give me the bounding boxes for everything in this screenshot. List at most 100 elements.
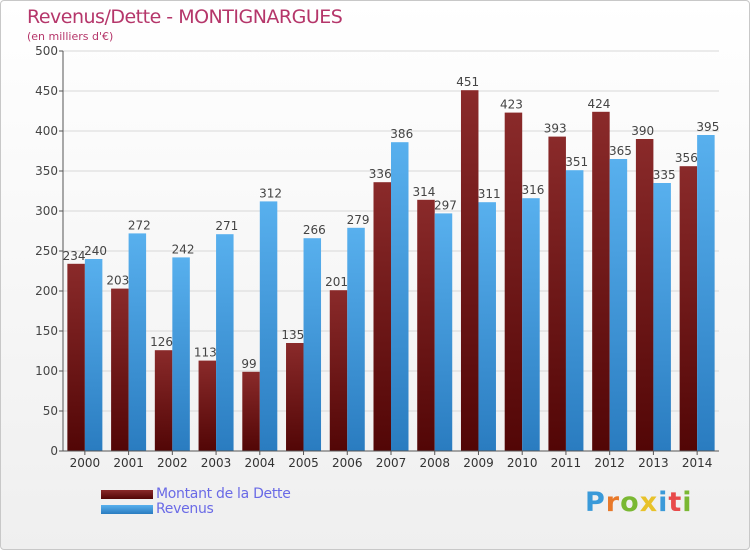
y-tick-label: 400 [35, 124, 58, 138]
x-tick-label: 2002 [157, 456, 188, 470]
y-tick-label: 150 [35, 324, 58, 338]
x-tick-label: 2003 [201, 456, 232, 470]
data-label-revenue-2012: 365 [609, 144, 632, 158]
bar-revenue-2007 [391, 142, 409, 451]
legend-label-debt: Montant de la Dette [156, 486, 291, 502]
proxiti-logo: Proxiti [585, 487, 693, 518]
data-label-debt-2008: 314 [413, 185, 436, 199]
data-label-debt-2004: 99 [241, 357, 256, 371]
bars [67, 90, 715, 452]
logo-letter: o [620, 487, 640, 518]
bar-revenue-2010 [522, 198, 540, 451]
data-label-debt-2007: 336 [369, 167, 392, 181]
data-label-debt-2003: 113 [194, 346, 217, 360]
data-label-debt-2011: 393 [544, 122, 567, 136]
bar-debt-2005 [286, 343, 304, 451]
logo-letter: x [639, 487, 659, 518]
bar-debt-2012 [592, 111, 610, 452]
logo-letter: P [585, 487, 606, 518]
y-axis-ticks: 0 50 100 150 200 250 300 350 400 450 500 [35, 44, 63, 458]
bar-revenue-2011 [565, 170, 584, 451]
x-tick-label: 2010 [507, 456, 538, 470]
x-tick-label: 2013 [638, 456, 669, 470]
bar-debt-2004 [242, 371, 260, 451]
bar-debt-2013 [635, 139, 654, 451]
data-label-revenue-2004: 312 [259, 186, 282, 200]
logo-letter: t [668, 487, 683, 518]
y-tick-label: 500 [35, 44, 58, 58]
bar-debt-2001 [111, 288, 129, 451]
data-label-debt-2010: 423 [500, 98, 523, 112]
bar-debt-2006 [329, 290, 348, 451]
data-label-revenue-2003: 271 [215, 219, 238, 233]
logo-letter: r [605, 487, 621, 518]
data-label-revenue-2007: 386 [390, 127, 413, 141]
x-tick-label: 2006 [332, 456, 363, 470]
data-label-revenue-2006: 279 [347, 213, 370, 227]
x-tick-label: 2012 [594, 456, 625, 470]
bar-revenue-2012 [609, 159, 628, 451]
data-label-debt-2009: 451 [456, 75, 479, 89]
bar-debt-2009 [460, 90, 479, 451]
bar-debt-2000 [67, 263, 85, 451]
bar-debt-2002 [154, 350, 173, 451]
logo-letter: i [658, 487, 669, 518]
bar-revenue-2002 [172, 257, 190, 451]
legend-label-revenue: Revenus [156, 501, 214, 517]
bar-revenue-2005 [303, 238, 322, 451]
data-label-debt-2002: 126 [150, 335, 173, 349]
y-tick-label: 0 [50, 444, 58, 458]
data-label-debt-2000: 234 [63, 249, 86, 263]
data-label-revenue-2010: 316 [521, 183, 544, 197]
y-tick-label: 450 [35, 84, 58, 98]
data-label-revenue-2014: 395 [696, 120, 719, 134]
bar-debt-2010 [504, 112, 523, 451]
bar-revenue-2009 [478, 202, 496, 451]
data-label-debt-2006: 201 [325, 275, 348, 289]
y-tick-label: 200 [35, 284, 58, 298]
x-tick-label: 2009 [463, 456, 494, 470]
bar-revenue-2001 [128, 233, 147, 451]
x-tick-label: 2007 [376, 456, 407, 470]
bar-revenue-2004 [259, 201, 278, 451]
bar-debt-2008 [417, 199, 435, 451]
legend-swatch-revenue [101, 505, 153, 514]
y-tick-label: 50 [43, 404, 58, 418]
x-tick-label: 2001 [113, 456, 144, 470]
bar-revenue-2006 [347, 227, 365, 451]
data-label-debt-2001: 203 [106, 274, 129, 288]
y-tick-label: 100 [35, 364, 58, 378]
data-label-revenue-2001: 272 [128, 218, 151, 232]
data-label-revenue-2005: 266 [303, 223, 326, 237]
bar-debt-2003 [198, 360, 217, 451]
x-tick-label: 2004 [245, 456, 276, 470]
data-label-debt-2014: 356 [675, 151, 698, 165]
data-label-revenue-2013: 335 [653, 168, 676, 182]
data-label-revenue-2008: 297 [434, 198, 457, 212]
bar-revenue-2013 [653, 183, 671, 451]
y-tick-label: 350 [35, 164, 58, 178]
x-tick-label: 2000 [70, 456, 101, 470]
x-tick-label: 2011 [551, 456, 582, 470]
axes [62, 51, 719, 452]
y-tick-label: 300 [35, 204, 58, 218]
x-tick-label: 2005 [288, 456, 319, 470]
bar-revenue-2008 [434, 213, 453, 451]
x-axis-ticks: 2000 2001 2002 2003 2004 2005 2006 2007 2008 2009… [70, 451, 712, 470]
data-label-revenue-2009: 311 [478, 187, 501, 201]
chart-subtitle: (en milliers d'€) [27, 30, 114, 43]
bar-revenue-2000 [84, 259, 103, 451]
data-label-revenue-2000: 240 [84, 244, 107, 258]
data-label-debt-2013: 390 [631, 124, 654, 138]
x-tick-label: 2008 [419, 456, 450, 470]
data-label-debt-2012: 424 [587, 97, 610, 111]
data-label-revenue-2002: 242 [172, 242, 195, 256]
bar-debt-2011 [548, 136, 566, 451]
data-label-revenue-2011: 351 [565, 155, 588, 169]
chart-title: Revenus/Dette - MONTIGNARGUES [27, 6, 343, 28]
bar-revenue-2003 [216, 234, 234, 451]
data-label-debt-2005: 135 [281, 328, 304, 342]
